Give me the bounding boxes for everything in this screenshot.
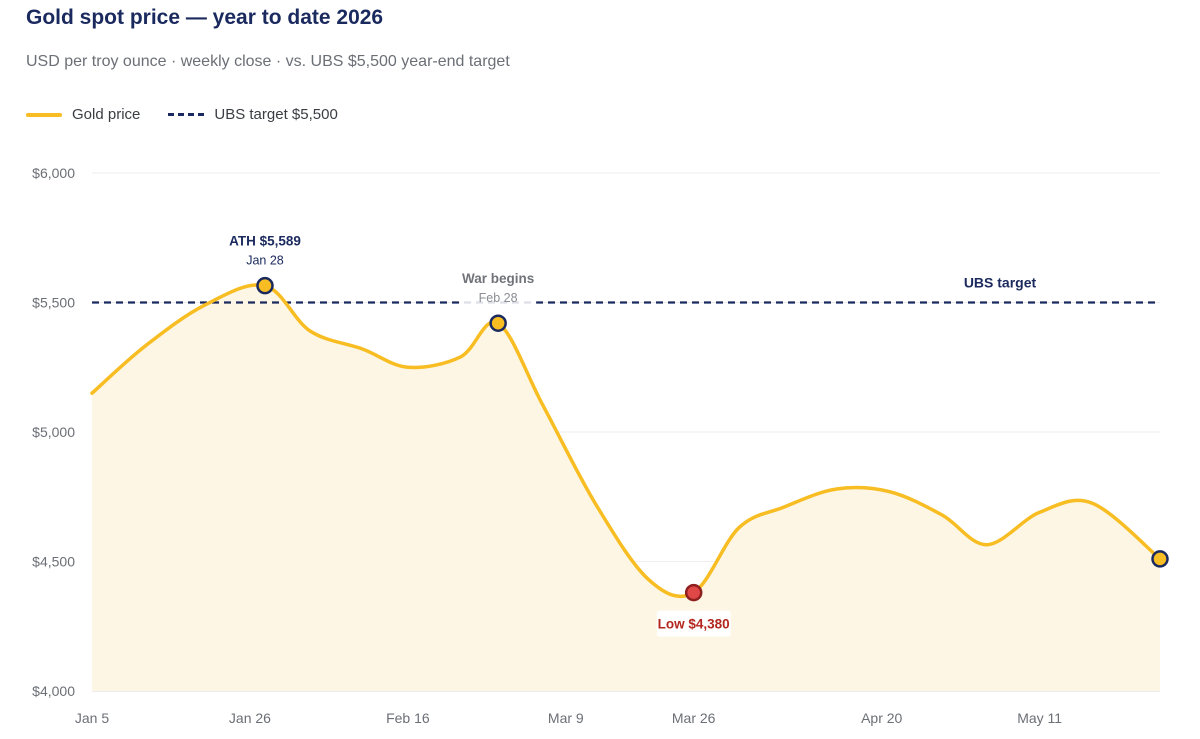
x-tick-label: Apr 20	[861, 710, 902, 726]
chart-subtitle: USD per troy ounce · weekly close · vs. …	[26, 53, 510, 70]
annotation-subtitle: Jan 28	[246, 254, 284, 268]
legend-swatch-gold-price	[26, 112, 62, 117]
x-tick-label: May 11	[1017, 710, 1062, 726]
legend-swatch-ubs-target	[168, 113, 205, 116]
annotation-marker	[1151, 550, 1169, 568]
annotation-subtitle: Feb 28	[479, 291, 518, 305]
annotation-title: Low $4,380	[658, 617, 730, 632]
x-tick-label: Feb 16	[386, 710, 430, 726]
y-tick-label: $4,000	[32, 683, 75, 699]
annotation-bg	[656, 610, 731, 637]
annotation-marker	[684, 583, 703, 602]
annotation-marker	[489, 314, 507, 332]
chart-legend: Gold price UBS target $5,500	[26, 106, 366, 123]
x-tick-label: Jan 26	[229, 710, 271, 726]
ubs-target-label: UBS target	[964, 275, 1037, 291]
y-tick-label: $5,000	[32, 424, 75, 440]
annotation-bg	[460, 269, 537, 306]
area-fill-gold-price	[92, 284, 1160, 691]
annotation-title: ATH $5,589	[229, 234, 301, 249]
y-tick-label: $6,000	[32, 165, 75, 181]
legend-label-ubs-target: UBS target $5,500	[214, 106, 338, 123]
series-line-gold-price	[90, 283, 1162, 599]
annotation-marker	[256, 276, 274, 295]
x-tick-label: Jan 5	[75, 710, 109, 726]
legend-label-gold-price: Gold price	[72, 106, 141, 123]
x-tick-label: Mar 9	[548, 710, 584, 726]
legend-item-ubs-target: UBS target $5,500	[168, 106, 338, 123]
legend-item-gold-price: Gold price	[26, 106, 140, 123]
chart-title: Gold spot price — year to date 2026	[26, 6, 384, 29]
y-tick-label: $4,500	[32, 554, 75, 570]
annotation-title: War begins	[462, 271, 534, 286]
y-tick-label: $5,500	[32, 295, 75, 311]
x-tick-label: Mar 26	[672, 710, 716, 726]
